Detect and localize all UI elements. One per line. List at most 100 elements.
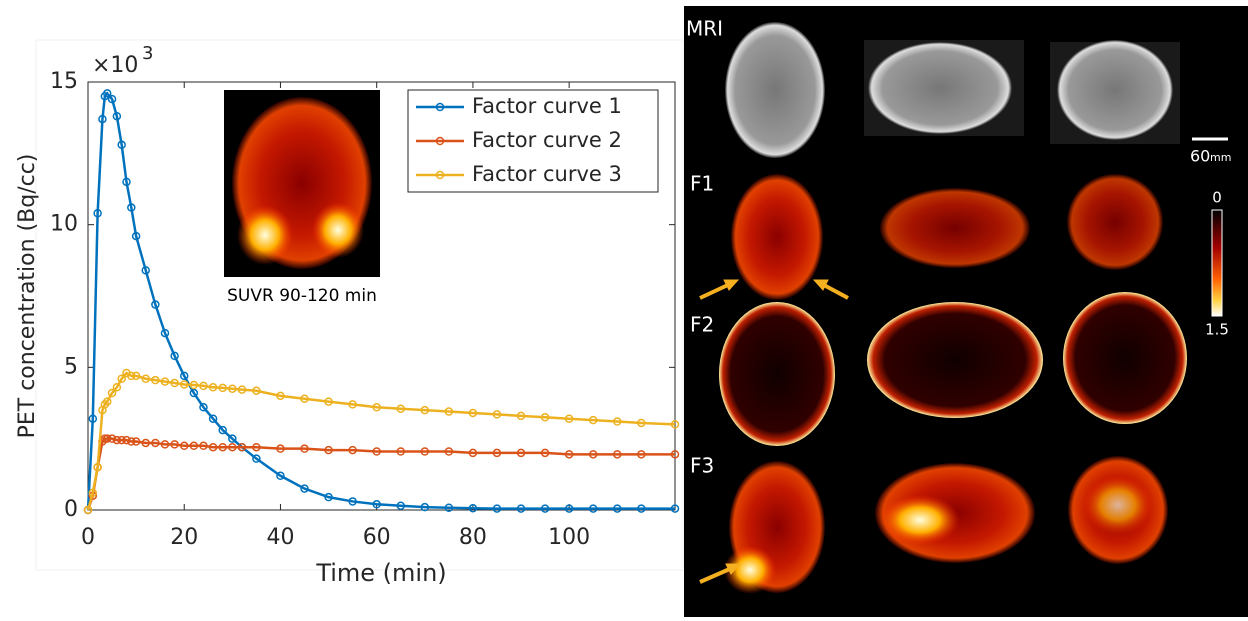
data-point [131, 437, 141, 446]
data-point [160, 440, 170, 449]
data-point [160, 328, 170, 338]
data-point [564, 504, 574, 513]
data-point [141, 266, 150, 275]
data-point [540, 413, 550, 422]
data-point [420, 502, 430, 512]
data-point [228, 434, 237, 443]
data-point [208, 442, 218, 452]
data-point [540, 504, 550, 513]
y-tick-label: 10 [50, 212, 78, 237]
f3-hotspot [880, 495, 960, 545]
data-point [444, 447, 454, 456]
data-point [218, 442, 227, 452]
data-point [127, 203, 136, 212]
colorbar [1211, 209, 1223, 317]
data-point [127, 437, 136, 446]
legend-label: Factor curve 1 [472, 94, 622, 118]
legend-label: Factor curve 3 [472, 162, 622, 186]
data-point [300, 444, 309, 453]
data-point [396, 447, 405, 456]
x-tick-label: 0 [81, 525, 95, 550]
data-point [670, 420, 680, 429]
f2-axial [719, 302, 835, 446]
data-point [516, 448, 526, 458]
data-point [348, 497, 357, 506]
f3-hotspot [1083, 475, 1153, 535]
data-point [252, 442, 261, 452]
f3-hotspot [724, 546, 776, 594]
f2-sagittal [867, 302, 1043, 418]
colorbar-tick-label: 0 [1212, 189, 1222, 207]
data-point [252, 454, 261, 463]
data-point [88, 414, 98, 423]
data-point [170, 378, 179, 388]
inset-hotspot [237, 205, 293, 265]
data-point [670, 450, 680, 459]
data-point [300, 484, 309, 493]
x-tick-label: 20 [170, 525, 198, 550]
data-point [492, 410, 502, 419]
y-multiplier: ×10 [92, 53, 138, 78]
scale-bar-unit: mm [1210, 151, 1231, 164]
data-point [102, 397, 112, 406]
data-point [117, 374, 126, 383]
data-point [160, 377, 170, 386]
data-point [199, 381, 208, 391]
data-point [420, 447, 430, 456]
data-point [324, 397, 333, 406]
data-point [228, 442, 237, 452]
row-label: F1 [690, 172, 714, 196]
data-point [218, 383, 227, 393]
data-point [588, 415, 598, 425]
data-point [179, 380, 189, 389]
mri-coronal-brain [1057, 40, 1173, 140]
f1-axial [731, 174, 823, 300]
data-point [170, 351, 179, 361]
data-point [151, 300, 160, 309]
data-point [179, 371, 189, 381]
data-point [112, 383, 122, 392]
data-point [151, 438, 160, 448]
x-tick-label: 40 [266, 525, 294, 550]
data-point [300, 394, 309, 403]
data-point [179, 441, 189, 451]
data-point [396, 404, 405, 413]
data-point [107, 434, 117, 443]
data-point [228, 384, 237, 393]
y-tick-label: 0 [64, 497, 78, 522]
data-point [107, 94, 117, 104]
data-point [199, 403, 208, 412]
legend-marker [435, 170, 445, 180]
f1-coronal [1067, 174, 1163, 270]
data-point [372, 403, 381, 412]
data-point [276, 391, 285, 401]
data-point [468, 408, 478, 418]
data-point [396, 501, 405, 510]
panel-labels: MRI F1 F2 F3 0 1.5 [686, 17, 1229, 478]
arrows [699, 279, 849, 584]
data-point [237, 385, 247, 394]
legend-label: Factor curve 2 [472, 128, 622, 152]
data-point [516, 411, 526, 421]
data-point [127, 371, 136, 381]
y-tick-label: 5 [64, 354, 78, 379]
data-point [637, 450, 646, 459]
data-point [444, 503, 454, 512]
colorbar-tick-label: 1.5 [1205, 321, 1229, 339]
data-point [117, 140, 126, 150]
data-point [102, 89, 112, 98]
data-point [516, 504, 526, 513]
data-point [420, 405, 430, 415]
f1-sagittal [880, 188, 1030, 268]
data-point [199, 441, 208, 451]
data-point [122, 435, 131, 445]
data-point [348, 445, 357, 455]
data-point [348, 400, 357, 409]
mri-sagittal-brain [868, 42, 1012, 134]
series-line [86, 91, 675, 511]
data-point [492, 504, 502, 513]
data-point [208, 414, 218, 423]
data-point [588, 504, 598, 513]
data-point [112, 435, 122, 445]
